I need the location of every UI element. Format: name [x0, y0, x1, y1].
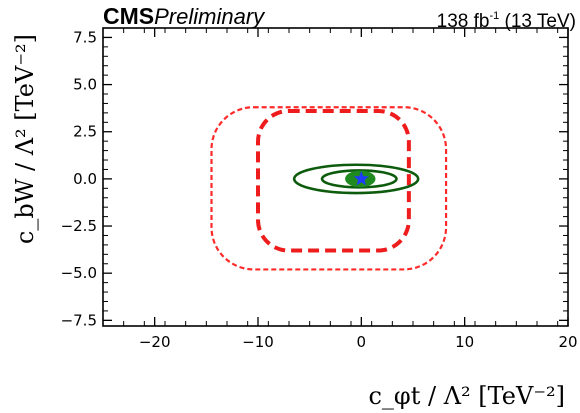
- contour-red-inner: [256, 108, 411, 253]
- y-tick-label: −7.5: [61, 311, 97, 329]
- x-axis-title: c_φt / Λ² [TeV⁻²]: [368, 382, 565, 410]
- luminosity-label: 138 fb-1 (13 TeV): [437, 4, 576, 34]
- contour-green-outer: [292, 163, 420, 195]
- plot-frame: [102, 27, 569, 327]
- y-tick-label: −2.5: [61, 217, 97, 235]
- y-tick-label: 0.0: [73, 170, 97, 188]
- preliminary-label: Preliminary: [154, 4, 265, 29]
- x-tick-label: 20: [558, 333, 577, 351]
- x-tick-label: −10: [242, 333, 274, 351]
- y-tick-label: 7.5: [73, 28, 97, 46]
- best-fit-layer: [353, 170, 369, 186]
- experiment-label: CMSPreliminary: [103, 2, 264, 31]
- luminosity-exponent: -1: [489, 10, 500, 22]
- contour-green-inner: [320, 169, 398, 189]
- axis-titles: c_φt / Λ² [TeV⁻²] c_bW / Λ² [TeV⁻²]: [11, 34, 565, 410]
- contour-red-outer: [210, 106, 448, 271]
- y-tick-label: 5.0: [73, 76, 97, 94]
- luminosity-value: 138 fb: [436, 11, 490, 32]
- x-tick-label: 0: [357, 333, 367, 351]
- best-fit-star-marker: [353, 170, 369, 186]
- y-tick-label: 2.5: [73, 123, 97, 141]
- cms-logo-text: CMS: [103, 3, 155, 29]
- y-axis-title: c_bW / Λ² [TeV⁻²]: [11, 34, 39, 244]
- y-tick-label: −5.0: [61, 264, 97, 282]
- axes-layer: −20 −10 0 10 20 −7.5 −5.0 −2.5 0.0 2.5 5.0 7.5: [61, 27, 578, 351]
- x-tick-label: −20: [139, 333, 171, 351]
- energy-label: (13 TeV): [504, 11, 576, 32]
- contour-layer: [210, 106, 448, 271]
- x-tick-label: 10: [455, 333, 474, 351]
